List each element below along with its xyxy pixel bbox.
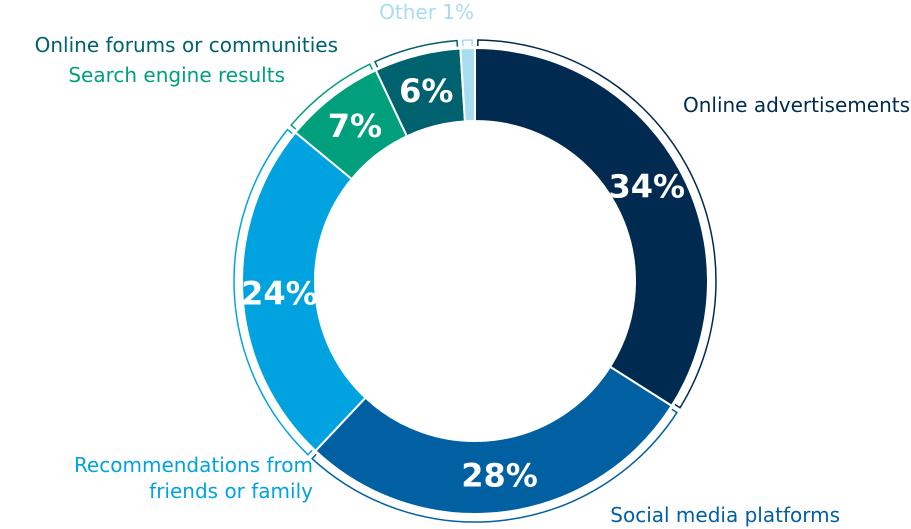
bracket-online-advertisements [477, 39, 717, 409]
bracket-recommendations-from-friends-or-family [233, 128, 313, 456]
category-label-search-engine-results: Search engine results [68, 63, 285, 87]
value-label-search-engine-results: 7% [328, 107, 382, 145]
slice-recommendations-from-friends-or-family [241, 131, 367, 453]
bracket-social-media-platforms [311, 408, 678, 523]
value-label-social-media-platforms: 28% [461, 456, 538, 494]
label-brackets [233, 39, 717, 523]
value-labels: 34% 28% 24% 7% 6% [241, 72, 685, 494]
category-label-social-media-platforms: Social media platforms [610, 503, 840, 527]
bracket-other [461, 39, 473, 47]
category-label-recommendations-from-friends-or-family: Recommendations from friends or family [74, 453, 313, 503]
value-label-online-advertisements: 34% [608, 168, 685, 206]
slice-social-media-platforms [314, 365, 674, 515]
value-label-recommendations-from-friends-or-family: 24% [241, 274, 318, 312]
slice-other [459, 46, 476, 123]
category-label-online-advertisements: Online advertisements [683, 93, 910, 117]
bracket-online-forums-or-communities [374, 39, 459, 68]
category-labels: Online advertisements Social media platfo… [35, 0, 910, 527]
category-label-other: Other 1% [379, 0, 474, 24]
value-label-online-forums-or-communities: 6% [399, 72, 453, 110]
slice-online-advertisements [474, 46, 709, 408]
bracket-search-engine-results [290, 63, 374, 130]
category-label-online-forums-or-communities: Online forums or communities [35, 33, 338, 57]
donut-slices [241, 46, 709, 515]
